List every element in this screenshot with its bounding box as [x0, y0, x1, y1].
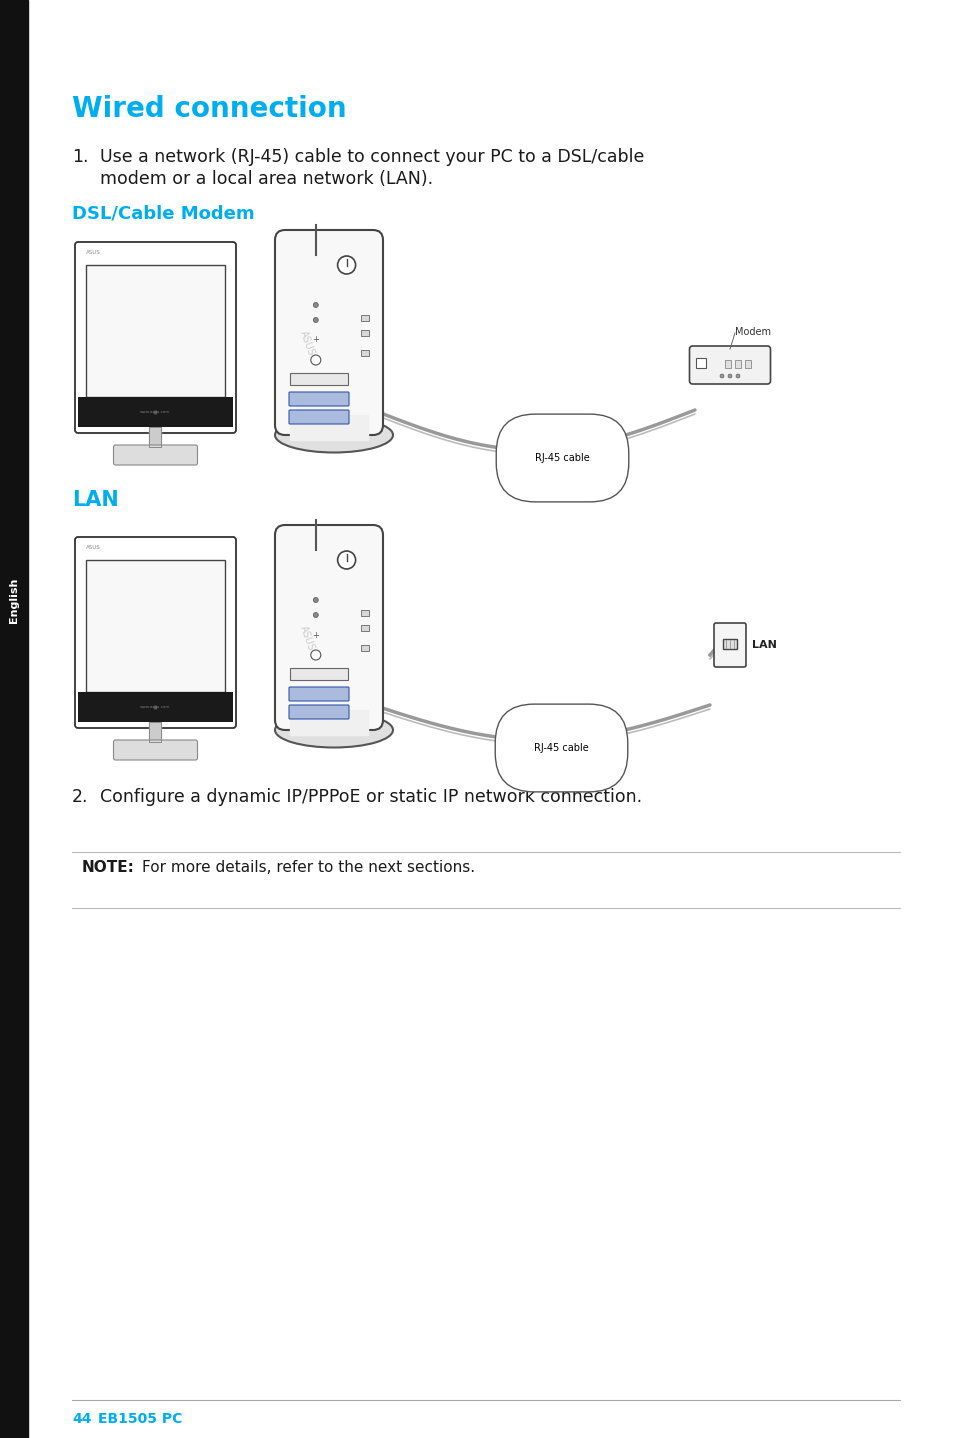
Text: English: English [9, 577, 19, 623]
Circle shape [337, 256, 355, 275]
Text: 1.: 1. [71, 148, 89, 165]
FancyBboxPatch shape [113, 741, 197, 761]
FancyBboxPatch shape [289, 410, 349, 424]
FancyBboxPatch shape [289, 393, 349, 406]
Text: 2.: 2. [71, 788, 89, 807]
Circle shape [735, 374, 740, 378]
Bar [722, 638, 737, 649]
Bar [724, 360, 730, 368]
Bar [290, 372, 348, 385]
Text: ASUS: ASUS [86, 250, 101, 255]
Bar [78, 397, 233, 427]
Polygon shape [290, 416, 368, 440]
Text: RJ-45 cable: RJ-45 cable [534, 743, 588, 754]
Text: Use a network (RJ-45) cable to connect your PC to a DSL/cable: Use a network (RJ-45) cable to connect y… [100, 148, 643, 165]
Text: Configure a dynamic IP/PPPoE or static IP network connection.: Configure a dynamic IP/PPPoE or static I… [100, 788, 641, 807]
Text: Modem: Modem [734, 326, 770, 336]
Bar [0, 0, 28, 1438]
Bar [86, 265, 225, 397]
Circle shape [311, 355, 320, 365]
Circle shape [311, 650, 320, 660]
Bar [360, 610, 369, 615]
Ellipse shape [274, 417, 393, 453]
FancyBboxPatch shape [713, 623, 745, 667]
Text: 44: 44 [71, 1412, 91, 1426]
FancyBboxPatch shape [75, 242, 235, 433]
Circle shape [727, 374, 731, 378]
Ellipse shape [274, 712, 393, 748]
Text: www.asus.com: www.asus.com [140, 705, 171, 709]
Text: For more details, refer to the next sections.: For more details, refer to the next sect… [142, 860, 475, 876]
Text: +: + [312, 335, 319, 345]
Text: ASUS: ASUS [297, 329, 315, 357]
Text: modem or a local area network (LAN).: modem or a local area network (LAN). [100, 170, 433, 188]
Polygon shape [150, 427, 161, 447]
Polygon shape [150, 722, 161, 742]
Circle shape [313, 613, 318, 617]
Text: NOTE:: NOTE: [82, 860, 134, 876]
Bar [360, 315, 369, 321]
FancyBboxPatch shape [289, 687, 349, 700]
Bar [360, 646, 369, 651]
Bar [290, 669, 348, 680]
Text: DSL/Cable Modem: DSL/Cable Modem [71, 206, 254, 223]
Circle shape [313, 598, 318, 603]
FancyBboxPatch shape [274, 230, 382, 436]
Circle shape [313, 302, 318, 308]
Bar [360, 626, 369, 631]
FancyBboxPatch shape [289, 705, 349, 719]
Bar [744, 360, 750, 368]
Circle shape [337, 551, 355, 569]
Circle shape [720, 374, 723, 378]
Bar [696, 358, 706, 368]
Text: +: + [312, 630, 319, 640]
Text: EB1505 PC: EB1505 PC [98, 1412, 182, 1426]
Text: www.asus.com: www.asus.com [140, 410, 171, 414]
Text: ASUS: ASUS [297, 624, 315, 653]
Bar [78, 692, 233, 722]
Text: LAN: LAN [71, 490, 118, 510]
Bar [360, 349, 369, 357]
Text: Wired connection: Wired connection [71, 95, 346, 124]
Polygon shape [290, 710, 368, 735]
FancyBboxPatch shape [113, 444, 197, 464]
FancyBboxPatch shape [274, 525, 382, 731]
Bar [86, 559, 225, 692]
Bar [734, 360, 740, 368]
Circle shape [313, 318, 318, 322]
FancyBboxPatch shape [689, 347, 770, 384]
Text: LAN: LAN [751, 640, 776, 650]
Text: ASUS: ASUS [86, 545, 101, 549]
Text: RJ-45 cable: RJ-45 cable [535, 453, 589, 463]
Bar [360, 329, 369, 336]
FancyBboxPatch shape [75, 536, 235, 728]
